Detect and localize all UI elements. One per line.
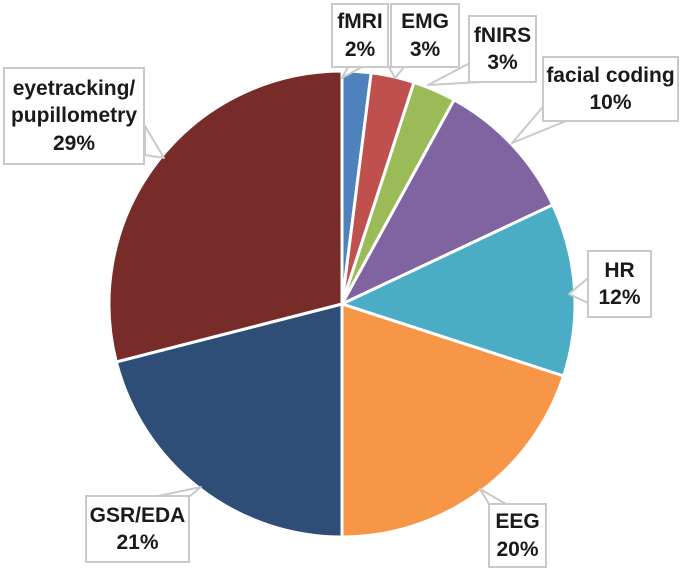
callout-eeg-value: 20%	[496, 537, 539, 561]
callout-emg-value: 3%	[409, 37, 441, 61]
callout-eyetracking-label: eyetracking/ pupillometry	[10, 77, 137, 128]
callout-fmri-value: 2%	[344, 37, 376, 61]
pie-slices	[107, 69, 577, 539]
callout-fnirs-value: 3%	[487, 51, 518, 74]
callout-eeg: EEG 20%	[488, 503, 547, 568]
callout-hr-value: 12%	[598, 286, 641, 309]
callout-emg: EMG 3%	[390, 3, 460, 68]
pie-slice-eyetracking-pupillometry	[107, 69, 344, 364]
pie-slice-eeg	[340, 302, 566, 539]
callout-hr-label: HR	[604, 258, 635, 282]
callout-gsr-eda-value: 21%	[116, 531, 159, 554]
callout-eyetracking-value: 29%	[52, 131, 96, 155]
callout-eyetracking-pupillometry: eyetracking/ pupillometry 29%	[3, 67, 145, 165]
callout-gsr-eda-label: GSR/EDA	[89, 503, 186, 527]
pie-slice-facial-coding	[340, 98, 555, 306]
callout-emg-label: EMG	[401, 10, 449, 34]
callout-fnirs-label: fNIRS	[473, 23, 532, 47]
callout-facial-coding: facial coding 10%	[542, 56, 679, 122]
callout-eeg-label: EEG	[495, 510, 540, 534]
callout-facial-coding-label: facial coding	[546, 63, 675, 87]
callout-fnirs: fNIRS 3%	[468, 15, 537, 83]
callout-fmri-label: fMRI	[337, 10, 383, 34]
callout-gsr-eda: GSR/EDA 21%	[85, 495, 190, 563]
callout-facial-coding-value: 10%	[589, 91, 632, 114]
callout-fmri: fMRI 2%	[331, 3, 389, 68]
callout-hr: HR 12%	[587, 250, 652, 318]
callout-tail-eye	[144, 125, 165, 159]
callout-tail-eeg	[479, 488, 507, 505]
